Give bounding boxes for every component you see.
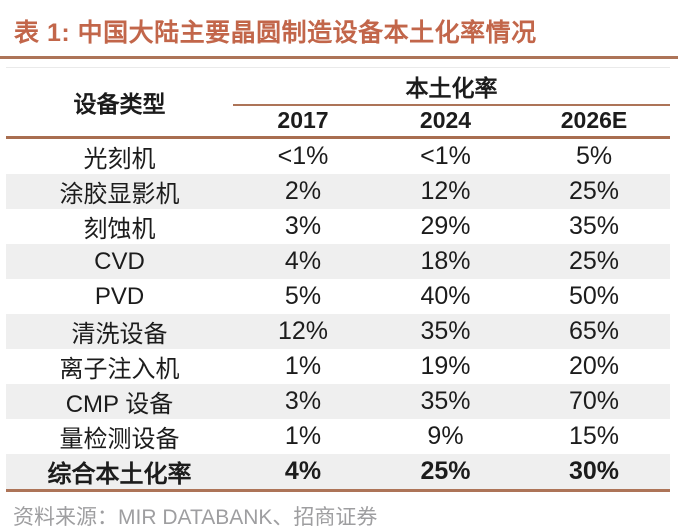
value-2026e: 5% (575, 142, 613, 170)
localization-rate-table: 设备类型 本土化率 2017 2024 2026E 光刻机 <1% <1% 5%… (6, 67, 671, 492)
table-title: 表 1: 中国大陆主要晶圆制造设备本土化率情况 (14, 19, 537, 47)
title-underline (0, 56, 678, 59)
table-row-cmp: CMP 设备 3% 35% 70% (6, 384, 671, 419)
value-2026e: 25% (568, 177, 620, 205)
value-2026e: 35% (568, 212, 620, 240)
value-2024: 35% (420, 317, 471, 345)
source-note: 资料来源：MIR DATABANK、招商证券 (13, 506, 378, 528)
value-2024: 40% (420, 282, 471, 310)
column-header-equipment-type: 设备类型 (6, 67, 233, 139)
table-row-metrology: 量检测设备 1% 9% 15% (6, 419, 670, 454)
table-row-overall-total: 综合本土化率 4% 25% 30% (6, 454, 671, 492)
value-2017: 2% (284, 177, 322, 205)
equipment-name: 量检测设备 (59, 426, 180, 453)
table-row-pvd: PVD 5% 40% 50% (6, 279, 670, 314)
table-row-ion-implanter: 离子注入机 1% 19% 20% (6, 349, 670, 384)
value-2024: <1% (420, 142, 471, 170)
value-2017: 1% (284, 422, 322, 450)
value-2024: 19% (420, 352, 471, 380)
equipment-name: PVD (94, 282, 145, 310)
value-2017: 12% (277, 317, 329, 345)
value-2024: 25% (373, 454, 518, 492)
value-2017: <1% (277, 142, 329, 170)
value-2024: 35% (420, 387, 471, 415)
value-2017: 4% (233, 454, 373, 492)
equipment-name: CMP 设备 (65, 391, 174, 418)
value-2026e: 65% (568, 317, 620, 345)
equipment-name: 离子注入机 (59, 356, 180, 383)
equipment-name: 综合本土化率 (6, 454, 233, 492)
table-row-etcher: 刻蚀机 3% 29% 35% (6, 209, 670, 244)
equipment-name: 光刻机 (83, 146, 156, 173)
value-2026e: 30% (518, 454, 671, 492)
value-2017: 3% (284, 387, 322, 415)
equipment-name: 清洗设备 (71, 321, 168, 348)
table-row-cleaning: 清洗设备 12% 35% 65% (6, 314, 671, 349)
table-row-coater-developer: 涂胶显影机 2% 12% 25% (6, 174, 671, 209)
value-2017: 4% (284, 247, 322, 275)
value-2026e: 25% (568, 247, 620, 275)
value-2017: 5% (284, 282, 322, 310)
value-2024: 9% (427, 422, 464, 450)
equipment-name: 刻蚀机 (83, 216, 156, 243)
value-2024: 18% (420, 247, 471, 275)
value-2017: 3% (284, 212, 322, 240)
column-group-header-localization-rate: 本土化率 (233, 67, 671, 106)
value-2024: 12% (420, 177, 471, 205)
table-row-cvd: CVD 4% 18% 25% (6, 244, 671, 279)
table-row-lithography: 光刻机 <1% <1% 5% (6, 138, 670, 175)
value-2026e: 15% (568, 422, 620, 450)
column-header-2017: 2017 (233, 104, 373, 139)
equipment-name: 涂胶显影机 (59, 181, 180, 208)
value-2026e: 20% (568, 352, 620, 380)
value-2026e: 50% (568, 282, 620, 310)
equipment-name: CVD (94, 247, 145, 275)
value-2026e: 70% (568, 387, 620, 415)
column-header-2024: 2024 (373, 104, 518, 139)
column-header-2026e: 2026E (518, 104, 671, 139)
value-2024: 29% (420, 212, 471, 240)
value-2017: 1% (284, 352, 322, 380)
